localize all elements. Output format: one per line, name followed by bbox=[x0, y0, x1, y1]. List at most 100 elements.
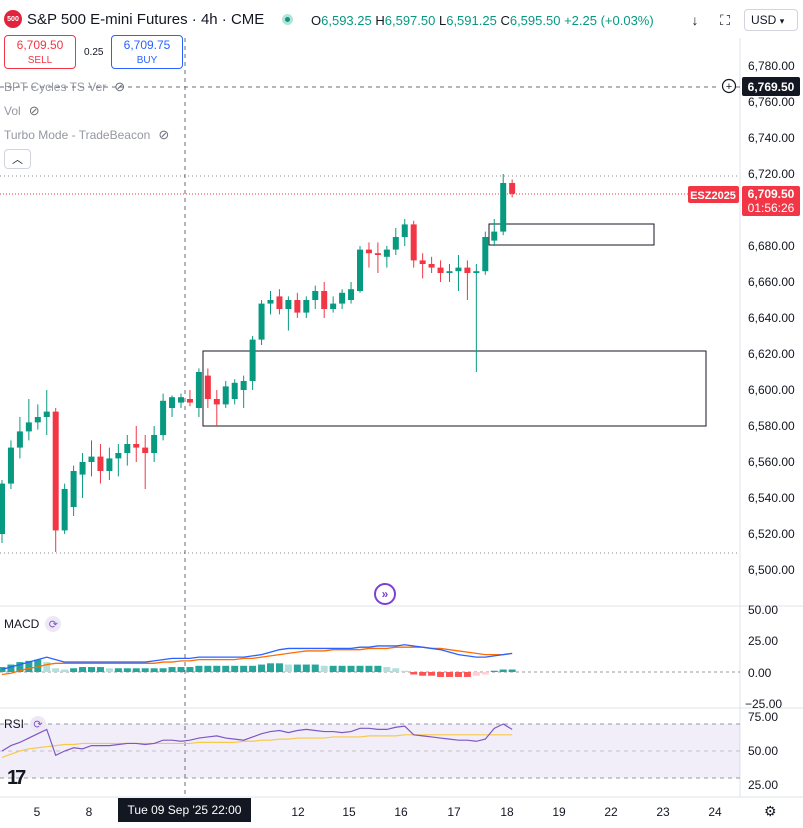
macd-histogram-bar bbox=[293, 664, 301, 672]
symbol-tag-label: ESZ2025 bbox=[690, 190, 736, 202]
candle-body bbox=[115, 453, 122, 459]
candle-body bbox=[97, 456, 104, 471]
tradingview-logo-icon[interactable]: 17 bbox=[7, 767, 26, 789]
candle-body bbox=[0, 483, 5, 534]
candle-body bbox=[25, 422, 32, 432]
rsi-label: RSI bbox=[4, 717, 25, 731]
price-tick: 6,740.00 bbox=[748, 131, 795, 145]
chevron-up-icon: ︿ bbox=[12, 154, 23, 166]
candle-body bbox=[464, 267, 471, 273]
macd-histogram-bar bbox=[25, 660, 33, 672]
rsi-tick: 75.00 bbox=[748, 710, 778, 724]
eye-hidden-icon[interactable]: ⊘ bbox=[28, 103, 40, 118]
macd-histogram-bar bbox=[428, 672, 436, 676]
candle-body bbox=[303, 300, 310, 313]
arrow-down-icon[interactable]: ↓ bbox=[691, 12, 699, 28]
symbol-title[interactable]: S&P 500 E-mini Futures · 4h · CME bbox=[27, 11, 265, 28]
eye-hidden-icon[interactable]: ⊘ bbox=[158, 127, 170, 142]
macd-histogram-bar bbox=[383, 667, 391, 672]
price-tick: 6,620.00 bbox=[748, 347, 795, 361]
market-status-icon[interactable] bbox=[282, 14, 293, 25]
candle-body bbox=[43, 411, 50, 417]
price-tick: 6,680.00 bbox=[748, 239, 795, 253]
macd-histogram-bar bbox=[34, 659, 42, 672]
macd-histogram-bar bbox=[141, 668, 149, 672]
macd-histogram-bar bbox=[374, 665, 382, 672]
price-tick: 6,580.00 bbox=[748, 419, 795, 433]
crosshair-time-tag: Tue 09 Sep '25 22:00 bbox=[118, 798, 251, 822]
candle-body bbox=[348, 289, 355, 300]
candle-body bbox=[178, 397, 184, 403]
candle-body bbox=[258, 303, 265, 340]
macd-histogram-bar bbox=[446, 672, 453, 677]
macd-histogram-bar bbox=[114, 668, 122, 672]
gear-icon[interactable]: ⚙ bbox=[764, 803, 777, 819]
indicator-bpt-cycles[interactable]: BPT Cycles TS Ver ⊘ bbox=[4, 79, 125, 95]
scroll-to-realtime-icon[interactable]: » bbox=[374, 583, 396, 605]
candle-body bbox=[169, 397, 176, 408]
eye-hidden-icon[interactable]: ⊘ bbox=[114, 79, 126, 94]
candle-body bbox=[249, 339, 256, 381]
candle-body bbox=[106, 458, 113, 471]
macd-histogram-bar bbox=[481, 672, 489, 675]
time-axis[interactable]: 5 8 12 15 16 17 18 19 22 23 24 bbox=[34, 805, 722, 819]
candle-body bbox=[294, 300, 301, 313]
supply-zone-box[interactable] bbox=[488, 223, 655, 246]
macd-histogram-bar bbox=[231, 665, 239, 672]
price-axis[interactable]: 6,780.00 6,760.00 6,740.00 6,720.00 6,680.00… bbox=[748, 59, 795, 577]
refresh-icon[interactable]: ⟳ bbox=[45, 616, 62, 632]
candle-body bbox=[34, 417, 41, 423]
rsi-tick: 50.00 bbox=[748, 744, 778, 758]
indicator-vol[interactable]: Vol ⊘ bbox=[4, 103, 40, 119]
candle-body bbox=[428, 264, 435, 268]
sell-label: SELL bbox=[27, 55, 53, 66]
rsi-legend[interactable]: RSI ⟳ bbox=[4, 716, 47, 732]
candle-body bbox=[383, 249, 390, 257]
candle-body bbox=[267, 300, 274, 304]
fullscreen-icon[interactable]: ⛶ bbox=[720, 11, 730, 28]
candle-body bbox=[124, 444, 131, 453]
macd-histogram-bar bbox=[168, 667, 176, 672]
buy-button[interactable]: 6,709.75 BUY bbox=[111, 35, 183, 69]
candles-group bbox=[0, 174, 516, 552]
rsi-ma-line bbox=[1, 734, 513, 759]
currency-select[interactable]: USD ▾ bbox=[744, 9, 798, 31]
macd-histogram-bar bbox=[410, 672, 418, 675]
rsi-line bbox=[1, 723, 513, 757]
candle-body bbox=[79, 462, 86, 475]
candle-body bbox=[195, 372, 202, 408]
rsi-group bbox=[1, 723, 513, 759]
macd-histogram-bar bbox=[61, 669, 69, 672]
price-tick: 6,520.00 bbox=[748, 527, 795, 541]
candle-body bbox=[285, 300, 292, 309]
price-tick: 6,540.00 bbox=[748, 491, 795, 505]
macd-histogram-bar bbox=[96, 667, 104, 672]
demand-zone-box[interactable] bbox=[202, 350, 707, 427]
candle-body bbox=[357, 249, 363, 291]
candle-body bbox=[160, 400, 167, 435]
macd-histogram-bar bbox=[356, 665, 364, 672]
sell-price: 6,709.50 bbox=[16, 38, 64, 52]
crosshair-price-tag bbox=[742, 77, 800, 96]
indicator-turbo-mode[interactable]: Turbo Mode - TradeBeacon ⊘ bbox=[4, 127, 169, 143]
time-tick: 18 bbox=[500, 805, 514, 819]
macd-histogram-bar bbox=[490, 670, 498, 672]
macd-histogram-bar bbox=[365, 665, 373, 672]
candle-body bbox=[213, 399, 220, 405]
collapse-legend-button[interactable]: ︿ bbox=[4, 149, 31, 169]
symbol-logo[interactable]: 500 bbox=[4, 10, 22, 28]
candle-body bbox=[312, 291, 319, 300]
macd-histogram-bar bbox=[508, 669, 516, 672]
last-price-tag bbox=[742, 186, 800, 216]
candle-body bbox=[186, 399, 193, 403]
sell-button[interactable]: 6,709.50 SELL bbox=[4, 35, 76, 69]
time-tick: 15 bbox=[342, 805, 356, 819]
macd-legend[interactable]: MACD ⟳ bbox=[4, 616, 62, 632]
macd-histogram-bar bbox=[392, 668, 400, 672]
macd-histogram-bar bbox=[320, 665, 328, 672]
refresh-icon[interactable]: ⟳ bbox=[30, 716, 47, 732]
macd-histogram-bar bbox=[204, 665, 212, 672]
plus-circle-icon[interactable] bbox=[721, 78, 737, 94]
candle-body bbox=[61, 489, 68, 531]
